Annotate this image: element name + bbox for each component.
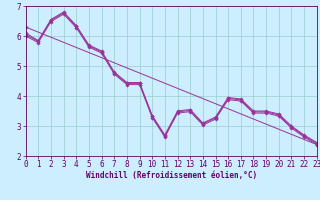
X-axis label: Windchill (Refroidissement éolien,°C): Windchill (Refroidissement éolien,°C) <box>86 171 257 180</box>
